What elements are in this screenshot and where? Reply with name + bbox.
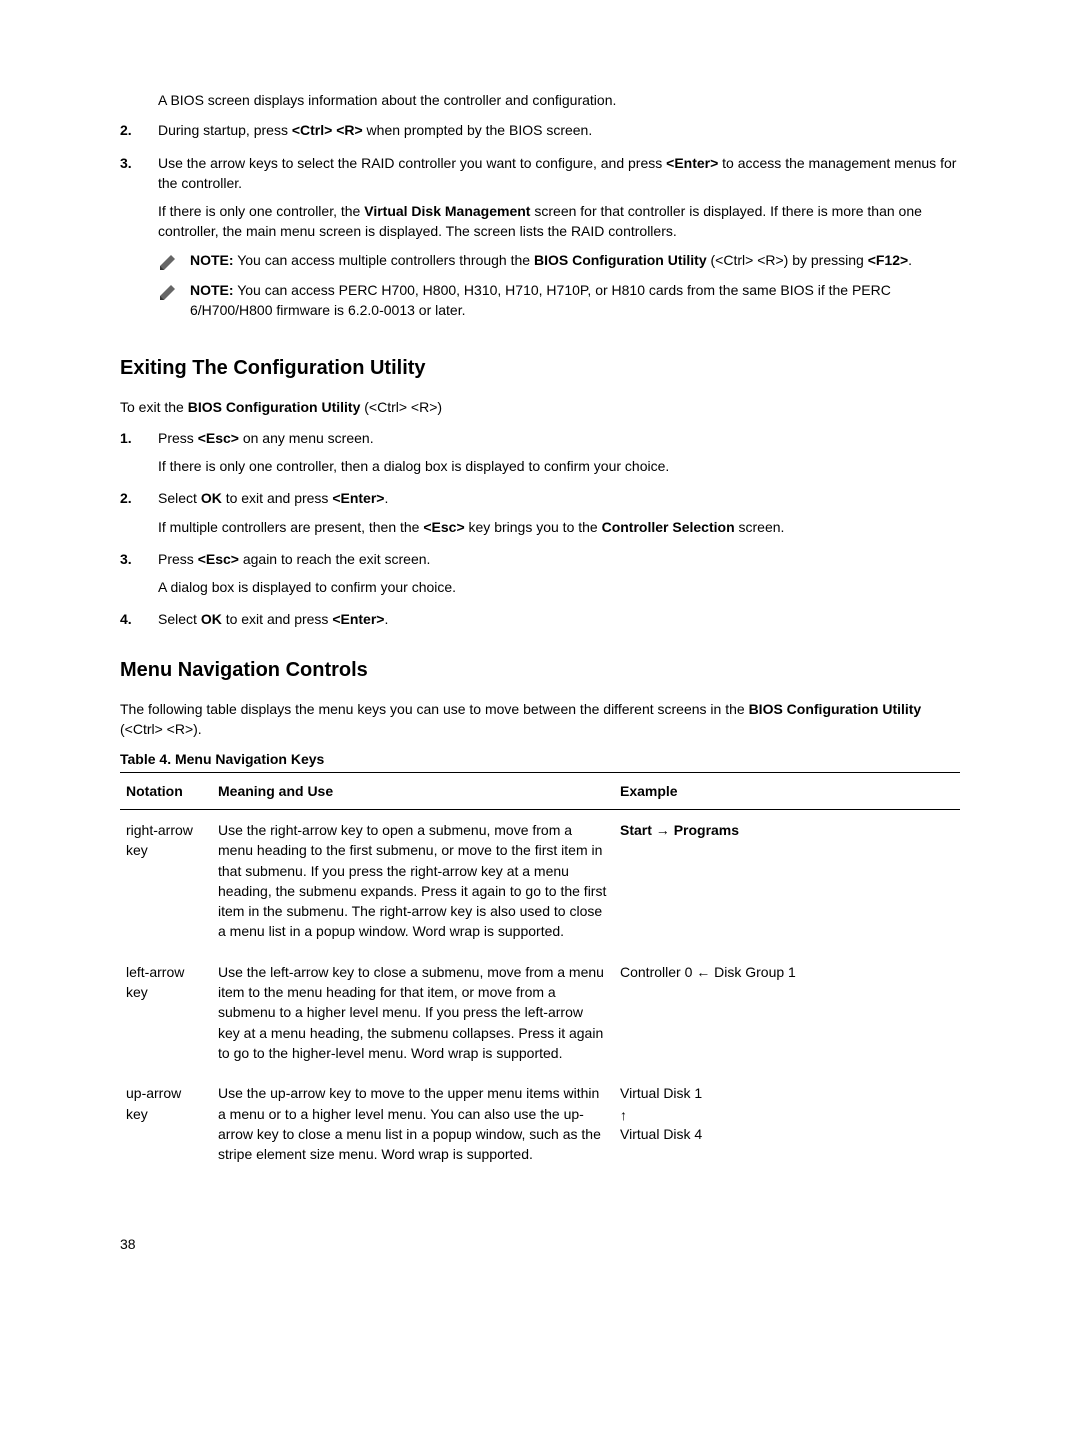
- menu-intro: The following table displays the menu ke…: [120, 699, 960, 740]
- step-3-number: 3.: [120, 153, 140, 329]
- step-3-follow: If there is only one controller, the Vir…: [158, 201, 960, 242]
- step-3: 3. Use the arrow keys to select the RAID…: [120, 153, 960, 329]
- note-2: NOTE: You can access PERC H700, H800, H3…: [158, 280, 960, 321]
- bios-intro: A BIOS screen displays information about…: [158, 90, 960, 110]
- exit-step-4-body: Select OK to exit and press <Enter>.: [158, 609, 960, 629]
- row3-notation: up-arrow key: [120, 1073, 212, 1174]
- exit-step-2-follow: If multiple controllers are present, the…: [158, 517, 960, 537]
- row1-notation: right-arrow key: [120, 809, 212, 951]
- exit-step-3-follow: A dialog box is displayed to confirm you…: [158, 577, 960, 597]
- step-2: 2. During startup, press <Ctrl> <R> when…: [120, 120, 960, 140]
- exit-step-2: 2. Select OK to exit and press <Enter>. …: [120, 488, 960, 537]
- nav-keys-table: Notation Meaning and Use Example right-a…: [120, 772, 960, 1175]
- row2-meaning: Use the left-arrow key to close a submen…: [212, 952, 614, 1073]
- row2-example: Controller 0 ← Disk Group 1: [614, 952, 960, 1073]
- note-1-text: NOTE: You can access multiple controller…: [190, 250, 960, 272]
- note-icon: [158, 282, 178, 302]
- step-2-number: 2.: [120, 120, 140, 140]
- exit-step-1-follow: If there is only one controller, then a …: [158, 456, 960, 476]
- step-3-body: Use the arrow keys to select the RAID co…: [158, 153, 960, 194]
- row1-meaning: Use the right-arrow key to open a submen…: [212, 809, 614, 951]
- table-row: up-arrow key Use the up-arrow key to mov…: [120, 1073, 960, 1174]
- exit-step-3: 3. Press <Esc> again to reach the exit s…: [120, 549, 960, 598]
- th-notation: Notation: [120, 772, 212, 809]
- exit-step-2-body: Select OK to exit and press <Enter>.: [158, 488, 960, 508]
- row1-example: Start → Programs: [614, 809, 960, 951]
- note-icon: [158, 252, 178, 272]
- row3-meaning: Use the up-arrow key to move to the uppe…: [212, 1073, 614, 1174]
- step-2-body: During startup, press <Ctrl> <R> when pr…: [158, 120, 960, 140]
- exit-step-1-body: Press <Esc> on any menu screen.: [158, 428, 960, 448]
- th-meaning: Meaning and Use: [212, 772, 614, 809]
- page-number: 38: [120, 1234, 960, 1254]
- note-2-text: NOTE: You can access PERC H700, H800, H3…: [190, 280, 960, 321]
- exit-step-4: 4. Select OK to exit and press <Enter>.: [120, 609, 960, 629]
- table-caption: Table 4. Menu Navigation Keys: [120, 749, 960, 769]
- th-example: Example: [614, 772, 960, 809]
- row2-notation: left-arrow key: [120, 952, 212, 1073]
- exit-step-3-body: Press <Esc> again to reach the exit scre…: [158, 549, 960, 569]
- table-row: right-arrow key Use the right-arrow key …: [120, 809, 960, 951]
- exit-intro: To exit the BIOS Configuration Utility (…: [120, 397, 960, 417]
- exit-step-1: 1. Press <Esc> on any menu screen. If th…: [120, 428, 960, 477]
- note-1: NOTE: You can access multiple controller…: [158, 250, 960, 272]
- exit-heading: Exiting The Configuration Utility: [120, 354, 960, 383]
- table-row: left-arrow key Use the left-arrow key to…: [120, 952, 960, 1073]
- row3-example: Virtual Disk 1 ↑ Virtual Disk 4: [614, 1073, 960, 1174]
- menu-heading: Menu Navigation Controls: [120, 656, 960, 685]
